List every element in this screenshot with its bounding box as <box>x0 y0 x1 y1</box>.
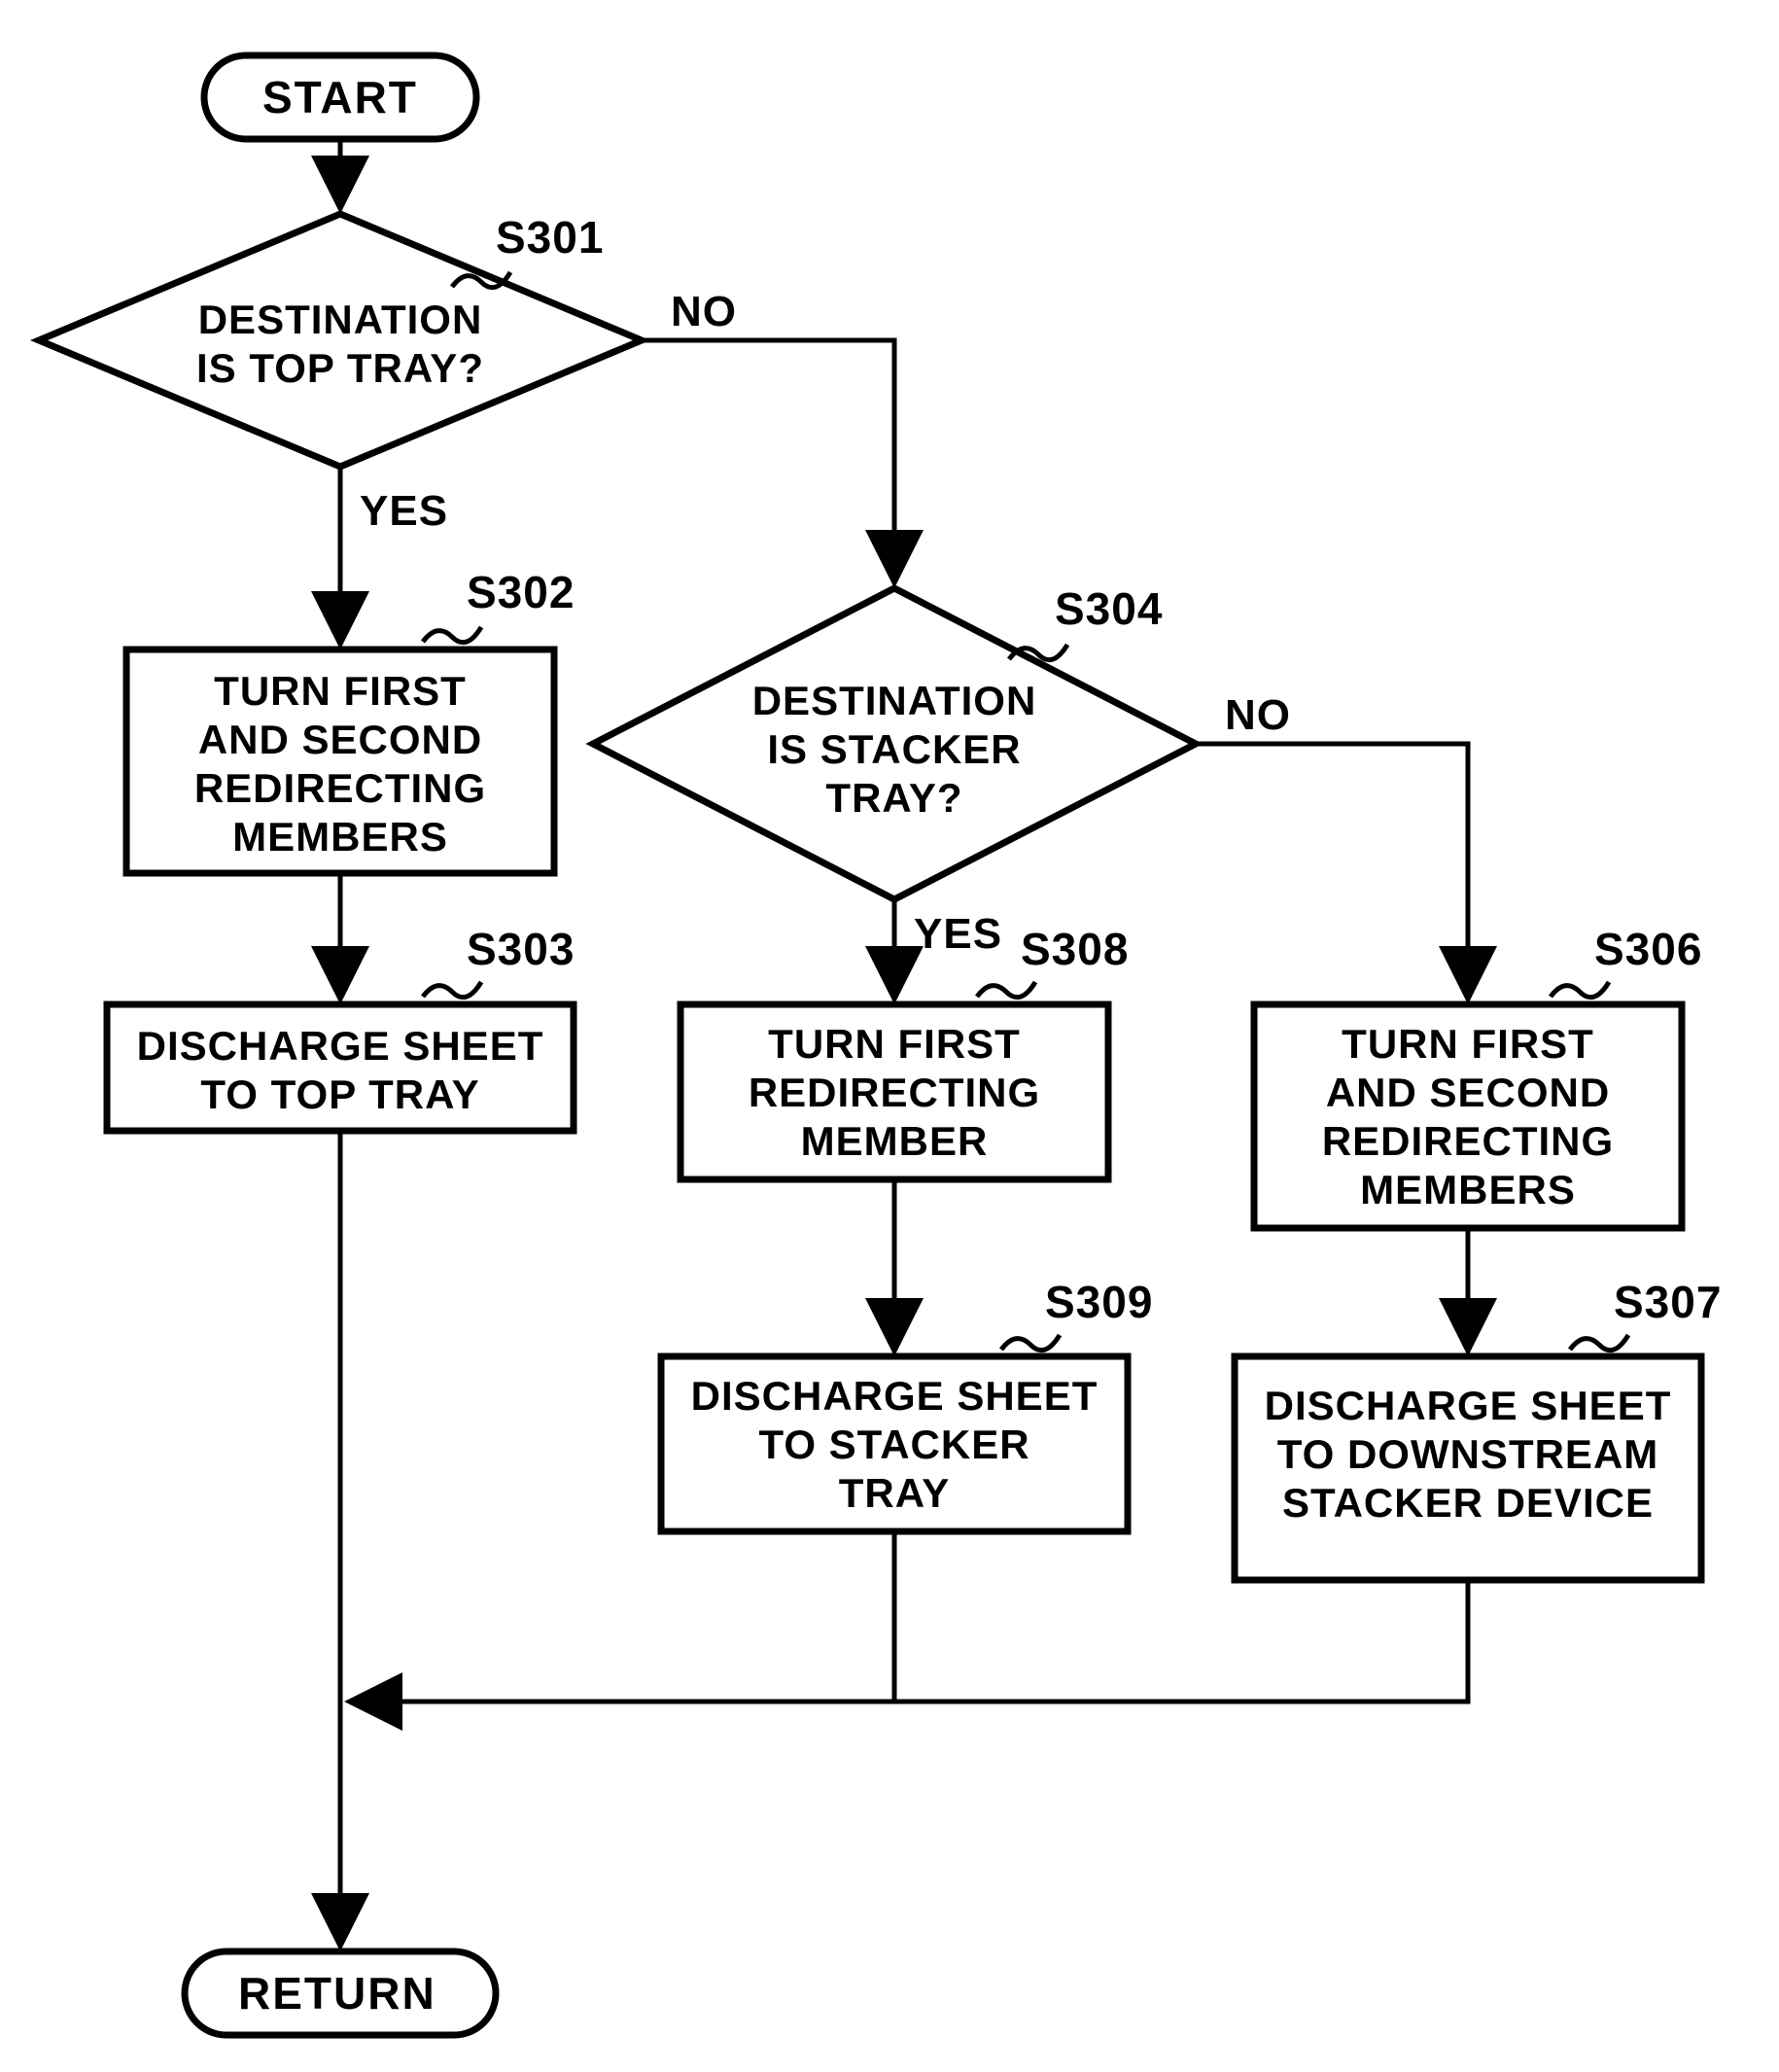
edge-d1-no <box>642 340 894 582</box>
label-s301: S301 <box>496 212 604 263</box>
decision-stacker-tray-l3: TRAY? <box>825 775 962 821</box>
branch-d2-yes: YES <box>914 910 1002 958</box>
edge-b307-merge <box>894 1580 1468 1702</box>
label-s308: S308 <box>1021 924 1129 974</box>
terminal-start-label: START <box>262 72 418 123</box>
box-s306-l2: AND SECOND <box>1326 1070 1610 1115</box>
squiggle-s309 <box>1001 1335 1060 1351</box>
box-s306-l3: REDIRECTING <box>1322 1118 1614 1164</box>
terminal-return-label: RETURN <box>238 1968 436 2019</box>
decision-top-tray-l1: DESTINATION <box>198 297 483 342</box>
decision-stacker-tray-l1: DESTINATION <box>752 678 1037 723</box>
label-s309: S309 <box>1045 1277 1153 1327</box>
branch-d2-no: NO <box>1225 691 1291 739</box>
box-s307-l2: TO DOWNSTREAM <box>1277 1431 1659 1477</box>
box-s303-l1: DISCHARGE SHEET <box>137 1023 544 1069</box>
label-s306: S306 <box>1594 924 1702 974</box>
decision-stacker-tray-l2: IS STACKER <box>767 726 1021 772</box>
box-s302-l3: REDIRECTING <box>194 765 486 811</box>
squiggle-s302 <box>423 627 481 643</box>
box-s302-l1: TURN FIRST <box>214 668 467 714</box>
label-s307: S307 <box>1614 1277 1722 1327</box>
box-s302-l2: AND SECOND <box>198 717 482 762</box>
squiggle-s304 <box>1009 645 1067 660</box>
squiggle-s303 <box>423 982 481 998</box>
box-s306-l4: MEMBERS <box>1360 1167 1576 1212</box>
edge-d2-no <box>1196 744 1468 999</box>
squiggle-s307 <box>1570 1335 1628 1351</box>
label-s304: S304 <box>1055 583 1163 634</box>
box-s308-l2: REDIRECTING <box>749 1070 1040 1115</box>
box-s303-l2: TO TOP TRAY <box>200 1071 479 1117</box>
box-s308-l3: MEMBER <box>801 1118 989 1164</box>
box-s307-l1: DISCHARGE SHEET <box>1265 1383 1672 1428</box>
label-s303: S303 <box>467 924 575 974</box>
branch-d1-no: NO <box>671 288 737 335</box>
box-s307-l3: STACKER DEVICE <box>1282 1480 1654 1526</box>
label-s302: S302 <box>467 567 575 617</box>
box-s309-l3: TRAY <box>839 1470 950 1516</box>
box-s308-l1: TURN FIRST <box>768 1021 1021 1067</box>
squiggle-s306 <box>1551 982 1609 998</box>
squiggle-s308 <box>977 982 1035 998</box>
branch-d1-yes: YES <box>360 487 448 535</box>
decision-top-tray-l2: IS TOP TRAY? <box>196 345 484 391</box>
box-s306-l1: TURN FIRST <box>1342 1021 1594 1067</box>
box-s309-l1: DISCHARGE SHEET <box>691 1373 1099 1419</box>
box-s309-l2: TO STACKER <box>758 1422 1029 1467</box>
edge-b309-merge <box>350 1531 894 1702</box>
box-s302-l4: MEMBERS <box>232 814 448 860</box>
